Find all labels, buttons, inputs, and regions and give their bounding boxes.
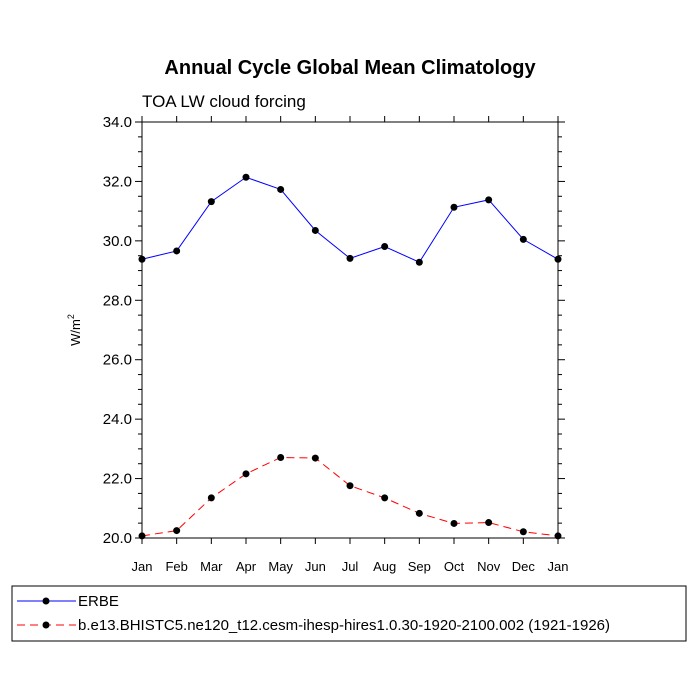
data-point	[450, 519, 458, 527]
data-point	[346, 254, 354, 262]
data-point	[554, 532, 562, 540]
data-point	[277, 185, 285, 193]
data-point	[485, 196, 493, 204]
data-point	[415, 258, 423, 266]
x-tick-label: Feb	[165, 559, 187, 574]
y-tick-label: 28.0	[103, 292, 132, 309]
legend: ERBE b.e13.BHISTC5.ne120_t12.cesm-ihesp-h…	[17, 593, 610, 634]
chart-subtitle: TOA LW cloud forcing	[142, 92, 306, 111]
data-point	[242, 173, 250, 181]
legend-marker	[42, 621, 50, 629]
x-tick-label: Oct	[444, 559, 465, 574]
x-tick-label: Jan	[132, 559, 153, 574]
data-point	[207, 494, 215, 502]
x-tick-label: Aug	[373, 559, 396, 574]
legend-item: ERBE	[17, 593, 119, 610]
data-point	[415, 509, 423, 517]
x-tick-label: Jul	[342, 559, 359, 574]
chart-title: Annual Cycle Global Mean Climatology	[164, 57, 536, 79]
y-tick-label: 24.0	[103, 411, 132, 428]
legend-box	[11, 585, 687, 642]
data-point	[519, 528, 527, 536]
data-point	[381, 494, 389, 502]
data-point	[381, 243, 389, 251]
y-tick-label: 20.0	[103, 530, 132, 547]
data-point	[207, 198, 215, 206]
y-tick-label: 26.0	[103, 352, 132, 369]
x-tick-label: Dec	[512, 559, 536, 574]
y-axis-label-superscript: 2	[66, 314, 76, 319]
data-point	[173, 527, 181, 535]
axis-ticks	[135, 116, 565, 544]
data-point	[138, 255, 146, 263]
data-point	[242, 470, 250, 478]
data-point	[519, 235, 527, 243]
legend-label: b.e13.BHISTC5.ne120_t12.cesm-ihesp-hires…	[78, 617, 610, 634]
y-axis-label-text: W/m	[68, 319, 83, 346]
data-point	[311, 226, 319, 234]
series-line	[141, 456, 559, 537]
data-point	[138, 532, 146, 540]
y-tick-label: 32.0	[103, 173, 132, 190]
data-point	[311, 454, 319, 462]
x-tick-label: Sep	[408, 559, 431, 574]
data-point	[173, 247, 181, 255]
data-point	[554, 255, 562, 263]
series-1	[138, 173, 562, 266]
data-point	[346, 482, 354, 490]
data-point	[450, 203, 458, 211]
legend-marker	[42, 597, 50, 605]
plot-frame	[141, 121, 559, 539]
series-2	[138, 453, 562, 540]
x-tick-label: Mar	[200, 559, 223, 574]
x-tick-label: Apr	[236, 559, 257, 574]
legend-item: b.e13.BHISTC5.ne120_t12.cesm-ihesp-hires…	[17, 617, 610, 634]
x-tick-label: Jan	[548, 559, 569, 574]
svg-text:W/m2: W/m2	[66, 314, 83, 346]
y-tick-label: 34.0	[103, 114, 132, 131]
y-tick-labels: 20.0 22.0 24.0 26.0 28.0 30.0 32.0 34.0	[103, 114, 132, 547]
data-point	[485, 519, 493, 527]
data-point	[277, 453, 285, 461]
series-line	[141, 176, 559, 263]
legend-label: ERBE	[78, 593, 119, 610]
x-tick-label: Nov	[477, 559, 501, 574]
y-tick-label: 30.0	[103, 233, 132, 250]
series-layer	[138, 173, 562, 540]
y-axis-label: W/m2	[66, 314, 83, 346]
y-tick-label: 22.0	[103, 471, 132, 488]
x-tick-label: May	[268, 559, 293, 574]
x-tick-labels: Jan Feb Mar Apr May Jun Jul Aug Sep Oct Nov Dec Jan	[132, 559, 569, 574]
x-tick-label: Jun	[305, 559, 326, 574]
